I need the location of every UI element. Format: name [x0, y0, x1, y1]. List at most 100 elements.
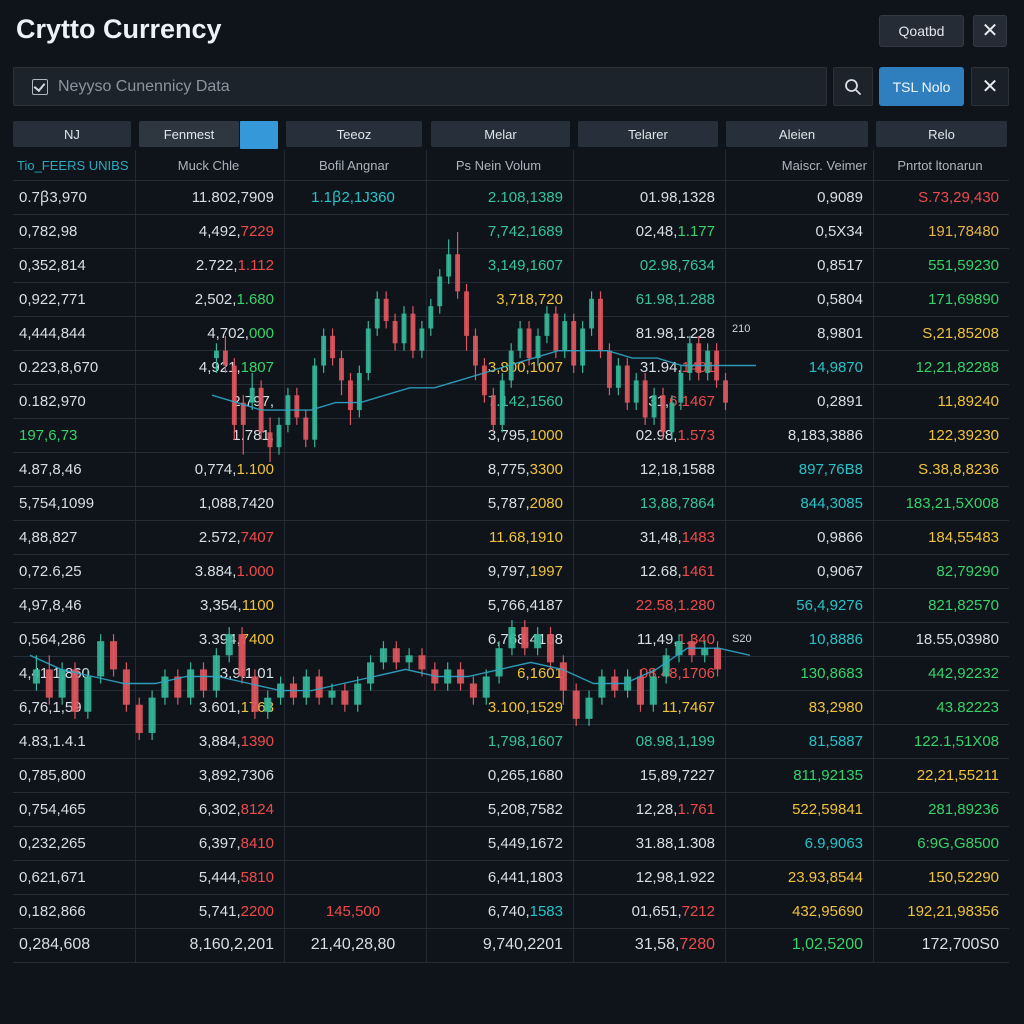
tab-fenmest[interactable]: Fenmest	[139, 121, 239, 147]
candle-body	[521, 627, 529, 649]
table-cell: 0,782,98	[19, 222, 78, 240]
row-divider	[13, 758, 1009, 759]
candle-body	[231, 365, 237, 425]
table-cell: 0.7ꞵ3,970	[19, 189, 87, 206]
upper-candlestick-chart: 210	[211, 232, 756, 462]
table-cell: 12,98,1.922	[635, 868, 715, 886]
table-cell: 11.68,1910	[489, 528, 563, 546]
table-cell: 11,89240	[937, 392, 999, 410]
table-cell: 56,4,9276	[796, 596, 863, 614]
candle-body	[482, 676, 490, 698]
candle-body	[379, 648, 387, 663]
table-cell: 01,651, 7212	[631, 902, 715, 920]
table-cell: 0,72.6,25	[19, 562, 82, 580]
table-cell: S.38,8,8236	[918, 460, 999, 478]
table-cell: 11.802,7909	[191, 188, 274, 206]
row-divider	[13, 418, 1009, 419]
top-action-button[interactable]: Qoatbd	[879, 15, 964, 47]
column-header[interactable]: Pnrtot ltonarun	[897, 157, 983, 173]
row-divider	[13, 894, 1009, 895]
table-cell: 9,797, 1997	[487, 562, 563, 580]
table-cell: 8,160,2,201	[189, 936, 274, 953]
table-cell: 0,2891	[817, 392, 863, 410]
candle-body	[615, 365, 621, 388]
candle-body	[321, 335, 327, 366]
search-button[interactable]	[833, 67, 873, 106]
window-close-button[interactable]: ✕	[973, 15, 1007, 47]
candle-body	[481, 365, 487, 396]
candle-body	[148, 697, 156, 733]
candle-body	[330, 335, 336, 359]
row-divider	[13, 486, 1009, 487]
table-cell: 0,5X34	[815, 222, 863, 240]
table-cell: 3,884, 1390	[198, 732, 274, 750]
candle-body	[495, 648, 503, 677]
search-input[interactable]	[58, 68, 826, 105]
checkbox-icon[interactable]	[32, 78, 48, 95]
candle-body	[508, 350, 514, 381]
column-header[interactable]: Muck Chle	[177, 157, 240, 173]
table-cell: 4,97,8,46	[19, 596, 82, 614]
candle-body	[526, 328, 532, 359]
table-cell: 2.108,1389	[487, 188, 563, 206]
table-cell: 122.1,51X08	[913, 732, 999, 750]
candle-body	[354, 683, 362, 705]
candle-body	[418, 655, 426, 670]
tab-telarer[interactable]: Telarer	[578, 121, 718, 147]
table-cell: 5,444, 5810	[198, 868, 274, 886]
table-cell: 522,59841	[792, 800, 863, 818]
tab-teeoz[interactable]: Teeoz	[286, 121, 422, 147]
table-cell: 4,921, 1807	[198, 358, 274, 376]
table-cell: 23.93,8544	[787, 868, 863, 886]
candle-body	[499, 380, 505, 425]
column-header[interactable]: Bofil Angnar	[318, 157, 390, 173]
candle-body	[161, 676, 169, 698]
candle-body	[580, 328, 586, 366]
table-cell: 6,441,1803	[487, 868, 563, 886]
candle-body	[534, 634, 542, 649]
table-cell: 6.9,9063	[804, 834, 863, 852]
candle-body	[303, 417, 309, 440]
candle-body	[624, 676, 632, 691]
table-cell: 5,754,1099	[19, 494, 95, 512]
candle-body	[199, 669, 208, 691]
table-cell: 1,088,7420	[198, 494, 274, 512]
table-cell: 02.98, 1.573	[635, 426, 715, 444]
table-cell: 1,02,5200	[791, 936, 863, 953]
row-divider	[13, 826, 1009, 827]
tab-melar[interactable]: Melar	[431, 121, 570, 147]
candle-body	[624, 365, 630, 403]
candle-body	[251, 676, 259, 712]
candle-body	[585, 697, 593, 719]
search-close-button[interactable]: ✕	[971, 67, 1009, 106]
lower-candlestick-chart: S20	[29, 620, 752, 740]
tab-nj[interactable]: NJ	[13, 121, 131, 147]
candle-body	[356, 372, 362, 411]
table-cell: 0,9866	[817, 528, 863, 546]
trend-line	[211, 350, 756, 411]
column-header[interactable]: Tio_FEERS UNIBS	[17, 157, 129, 173]
table-cell: 5,741, 2200	[198, 902, 274, 920]
candle-body	[392, 321, 398, 344]
table-cell: 1.1ꞵ2,1J360	[311, 189, 395, 206]
table-cell: 5,766,4187	[487, 596, 563, 614]
active-tab-indicator	[240, 121, 278, 149]
table-cell: 0,9067	[817, 562, 863, 580]
candle-body	[294, 395, 300, 418]
candle-body	[135, 704, 143, 733]
candle-body	[598, 676, 606, 698]
primary-action-button[interactable]: TSL Nolo	[879, 67, 964, 106]
table-cell: 9,740,2201	[482, 936, 563, 953]
tab-relo[interactable]: Relo	[876, 121, 1007, 147]
column-header[interactable]: Ps Nein Volum	[455, 157, 542, 173]
table-cell: 2,502, 1.680	[194, 290, 274, 308]
candle-body	[572, 690, 580, 719]
table-cell: 0,785,800	[19, 766, 86, 784]
tab-aleien[interactable]: Aleien	[726, 121, 868, 147]
column-header[interactable]: Maiscr. Veimer	[781, 157, 867, 173]
table-cell: 551,59230	[928, 256, 999, 274]
candle-body	[328, 690, 336, 698]
row-divider	[13, 928, 1009, 929]
table-cell: 12,21,82288	[915, 358, 999, 376]
table-cell: 0,182,866	[19, 902, 86, 920]
